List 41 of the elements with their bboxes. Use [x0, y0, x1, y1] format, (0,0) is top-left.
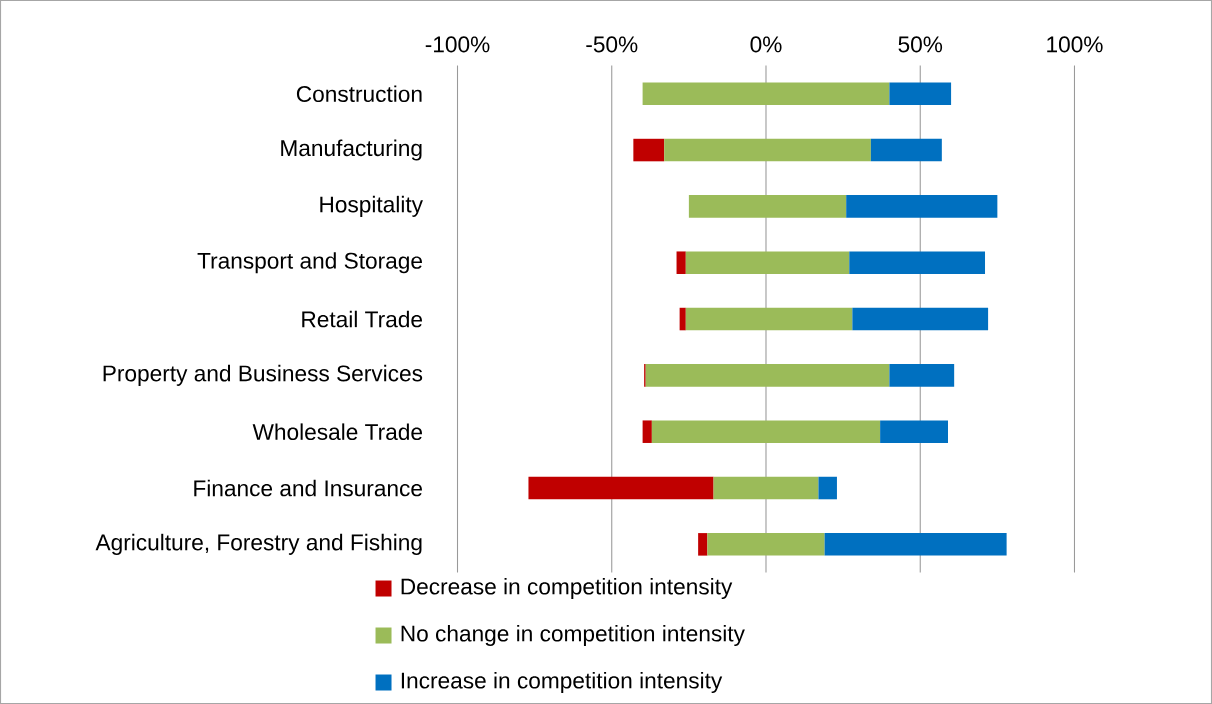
- y-tick-label: Transport and Storage: [197, 252, 422, 274]
- bar: [645, 364, 890, 387]
- y-tick-label: Finance and Insurance: [194, 479, 422, 497]
- legend-label: Decrease in competition intensity: [401, 577, 733, 600]
- bar: [528, 476, 714, 500]
- bar: [707, 533, 825, 556]
- x-tick-label: -50%: [586, 36, 638, 53]
- y-tick-label: Wholesale Trade: [252, 423, 422, 441]
- y-tick-label: Property and Business Services: [103, 364, 423, 386]
- bar: [818, 476, 837, 500]
- bar: [713, 476, 819, 500]
- y-tick-label: Construction: [296, 85, 422, 103]
- bar: [824, 533, 1007, 556]
- x-tick-label: 100%: [1047, 36, 1103, 53]
- legend-label: No change in competition intensity: [401, 624, 745, 647]
- bar: [633, 138, 665, 162]
- x-tick-label: 0%: [750, 36, 782, 53]
- bar: [642, 82, 890, 105]
- y-tick-label: Agriculture, Forestry and Fishing: [95, 533, 422, 555]
- x-tick-label: -100%: [425, 36, 490, 53]
- bar: [676, 251, 686, 274]
- bar: [651, 420, 881, 443]
- bar: [880, 420, 948, 443]
- bar: [889, 82, 952, 105]
- bar: [852, 307, 989, 331]
- y-tick-label: Hospitality: [320, 195, 423, 217]
- bar: [846, 195, 998, 218]
- y-tick-label: Retail Trade: [302, 310, 423, 328]
- bar: [642, 420, 652, 443]
- x-tick-label: 50%: [898, 36, 943, 53]
- bar: [889, 364, 955, 387]
- bar: [685, 251, 850, 274]
- legend-label: Increase in competition intensity: [401, 671, 723, 694]
- bar: [870, 138, 942, 162]
- bar: [685, 307, 853, 331]
- bar: [849, 251, 986, 274]
- bar: [664, 138, 871, 162]
- bar: [688, 195, 847, 218]
- y-tick-label: Manufacturing: [281, 139, 422, 161]
- bar: [679, 307, 686, 331]
- bar: [698, 533, 708, 556]
